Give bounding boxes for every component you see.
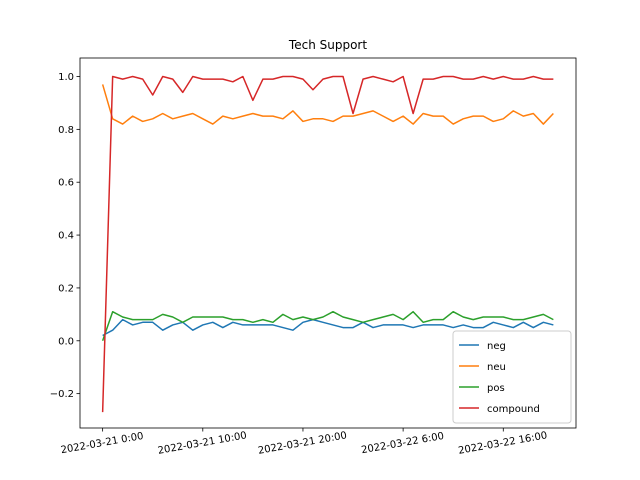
x-tick-label: 2022-03-21 20:00 bbox=[257, 430, 348, 456]
y-tick-label: 0.4 bbox=[58, 231, 74, 242]
legend-label-pos: pos bbox=[487, 383, 505, 394]
y-tick-label: 1.0 bbox=[58, 72, 74, 83]
series-line-neg bbox=[102, 318, 554, 337]
legend-label-neu: neu bbox=[487, 362, 506, 373]
x-tick-label: 2022-03-22 6:00 bbox=[360, 431, 444, 456]
y-tick-label: −0.2 bbox=[50, 389, 74, 400]
x-tick-label: 2022-03-21 10:00 bbox=[157, 430, 248, 456]
plot-area bbox=[101, 75, 554, 413]
legend: neg neu pos compound bbox=[452, 330, 572, 424]
legend-label-neg: neg bbox=[487, 341, 506, 352]
x-tick-label: 2022-03-21 0:00 bbox=[60, 431, 144, 456]
legend-label-compound: compound bbox=[487, 404, 540, 415]
series-line-compound bbox=[101, 75, 554, 413]
plot-frame bbox=[79, 57, 577, 429]
legend-box bbox=[452, 330, 572, 424]
series-line-pos bbox=[101, 310, 554, 342]
y-tick-label: 0.2 bbox=[58, 283, 74, 294]
y-tick-label: 0.6 bbox=[58, 178, 74, 189]
x-tick-label: 2022-03-22 16:00 bbox=[458, 430, 549, 456]
y-tick-label: 0.8 bbox=[58, 125, 74, 136]
chart-title: Tech Support bbox=[288, 38, 367, 52]
series-line-neu bbox=[101, 84, 554, 125]
x-axis: 2022-03-21 0:00 2022-03-21 10:00 2022-03-2… bbox=[60, 428, 548, 457]
y-tick-label: 0.0 bbox=[58, 336, 74, 347]
y-axis: −0.2 0.0 0.2 0.4 0.6 0.8 1.0 bbox=[50, 72, 80, 400]
